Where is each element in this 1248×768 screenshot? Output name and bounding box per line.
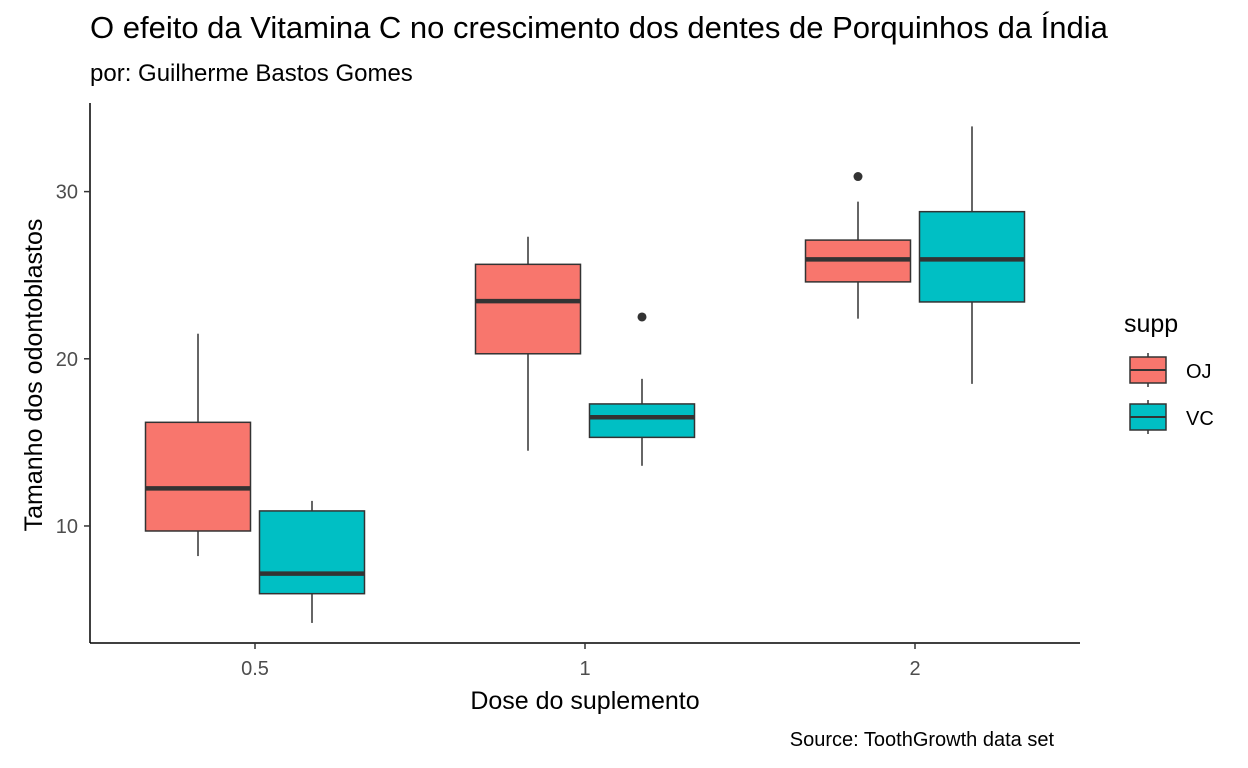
- box-vc-2: [918, 210, 1026, 303]
- outlier-point: [637, 312, 647, 322]
- x-tick-label: 1: [579, 658, 590, 680]
- box-oj-0.5: [144, 421, 252, 532]
- legend-label-vc: VC: [1186, 408, 1214, 430]
- x-tick-label: 2: [909, 658, 920, 680]
- box-vc-0.5: [258, 510, 366, 595]
- y-tick-label: 30: [56, 182, 78, 204]
- legend-title: supp: [1124, 310, 1178, 338]
- box-oj-1: [474, 263, 582, 355]
- x-tick-label: 0.5: [241, 658, 269, 680]
- y-axis-title: Tamanho dos odontoblastos: [20, 219, 48, 532]
- legend-label-oj: OJ: [1186, 361, 1212, 383]
- chart-subtitle: por: Guilherme Bastos Gomes: [90, 60, 413, 87]
- x-axis-title: Dose do suplemento: [470, 687, 699, 715]
- chart-title: O efeito da Vitamina C no crescimento do…: [90, 10, 1108, 45]
- y-tick-label: 20: [56, 349, 78, 371]
- chart-caption: Source: ToothGrowth data set: [789, 729, 1054, 751]
- outlier-point: [853, 172, 863, 182]
- y-tick-label: 10: [56, 516, 78, 538]
- box-vc-1: [588, 403, 696, 439]
